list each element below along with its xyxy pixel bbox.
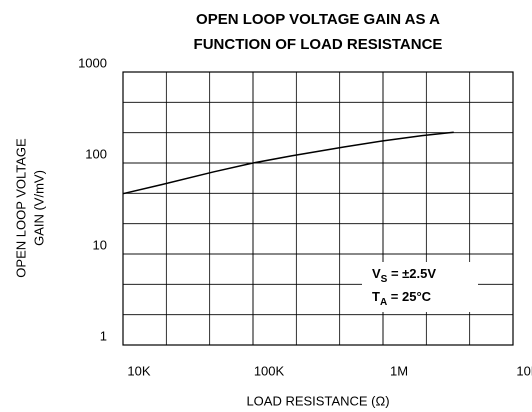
annotation-main: V xyxy=(372,266,381,281)
plot-frame xyxy=(122,71,514,346)
x-tick-label: 100K xyxy=(254,363,285,378)
annotation-rest: = 25°C xyxy=(387,289,431,304)
y-tick-label: 10 xyxy=(93,237,107,252)
x-axis-label: LOAD RESISTANCE (Ω) xyxy=(246,393,389,408)
x-tick-label: 1M xyxy=(390,363,408,378)
annotation-rest: = ±2.5V xyxy=(387,266,436,281)
annotation: TA = 25°C xyxy=(372,289,432,307)
annotation: VS = ±2.5V xyxy=(372,266,436,284)
annotation-sub: S xyxy=(381,274,388,285)
x-tick-label: 10K xyxy=(127,363,150,378)
chart-title: FUNCTION OF LOAD RESISTANCE xyxy=(194,36,443,53)
annotation-main: T xyxy=(372,289,380,304)
x-tick-label: 10M xyxy=(516,363,532,378)
y-axis-label: GAIN (V/mV) xyxy=(31,170,46,246)
annotation-sub: A xyxy=(380,297,387,308)
y-tick-label: 1000 xyxy=(78,55,107,70)
annotation-box xyxy=(362,262,478,312)
y-axis-label: OPEN LOOP VOLTAGE xyxy=(13,138,28,278)
line xyxy=(122,131,454,195)
chart-title: OPEN LOOP VOLTAGE GAIN AS A xyxy=(196,11,440,28)
y-tick-label: 100 xyxy=(85,146,107,161)
y-tick-label: 1 xyxy=(100,328,107,343)
